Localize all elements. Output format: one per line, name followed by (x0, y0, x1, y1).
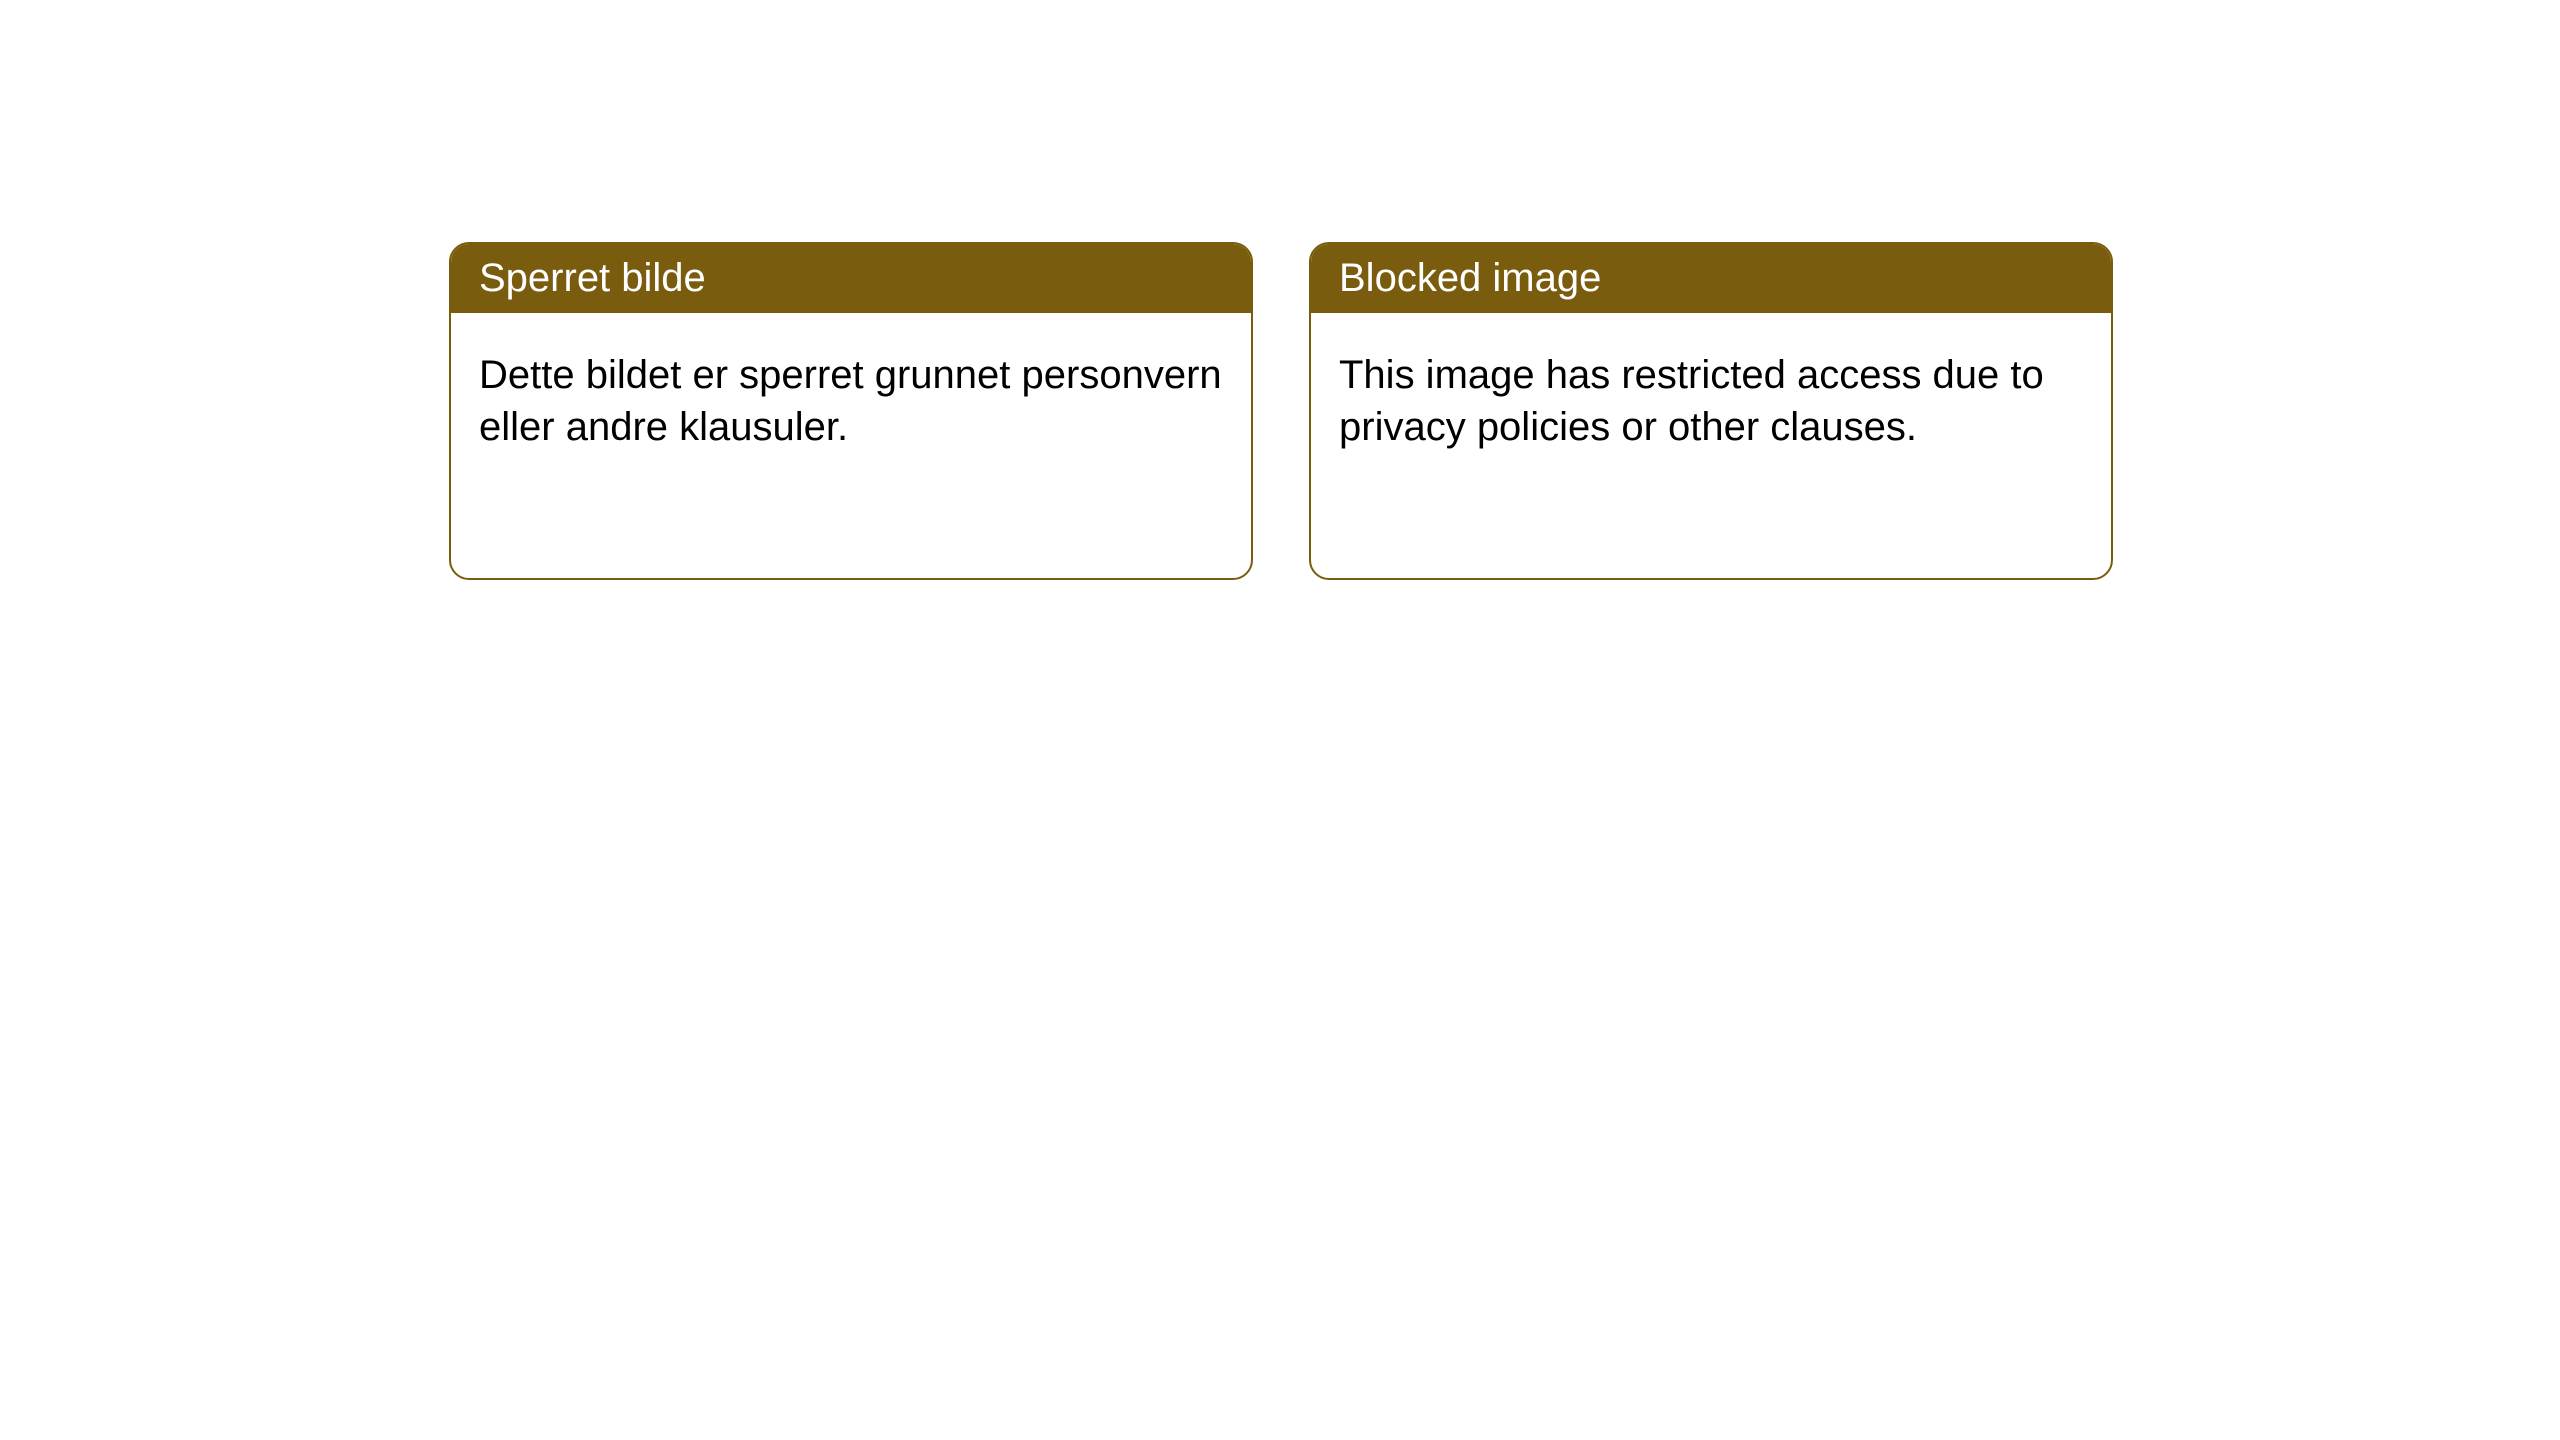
card-body: Dette bildet er sperret grunnet personve… (451, 313, 1251, 489)
card-header: Blocked image (1311, 244, 2111, 313)
card-body-text: This image has restricted access due to … (1339, 353, 2044, 449)
card-title: Blocked image (1339, 256, 1601, 300)
notice-container: Sperret bilde Dette bildet er sperret gr… (449, 242, 2113, 580)
notice-card-english: Blocked image This image has restricted … (1309, 242, 2113, 580)
card-header: Sperret bilde (451, 244, 1251, 313)
card-body: This image has restricted access due to … (1311, 313, 2111, 489)
card-body-text: Dette bildet er sperret grunnet personve… (479, 353, 1222, 449)
notice-card-norwegian: Sperret bilde Dette bildet er sperret gr… (449, 242, 1253, 580)
card-title: Sperret bilde (479, 256, 706, 300)
